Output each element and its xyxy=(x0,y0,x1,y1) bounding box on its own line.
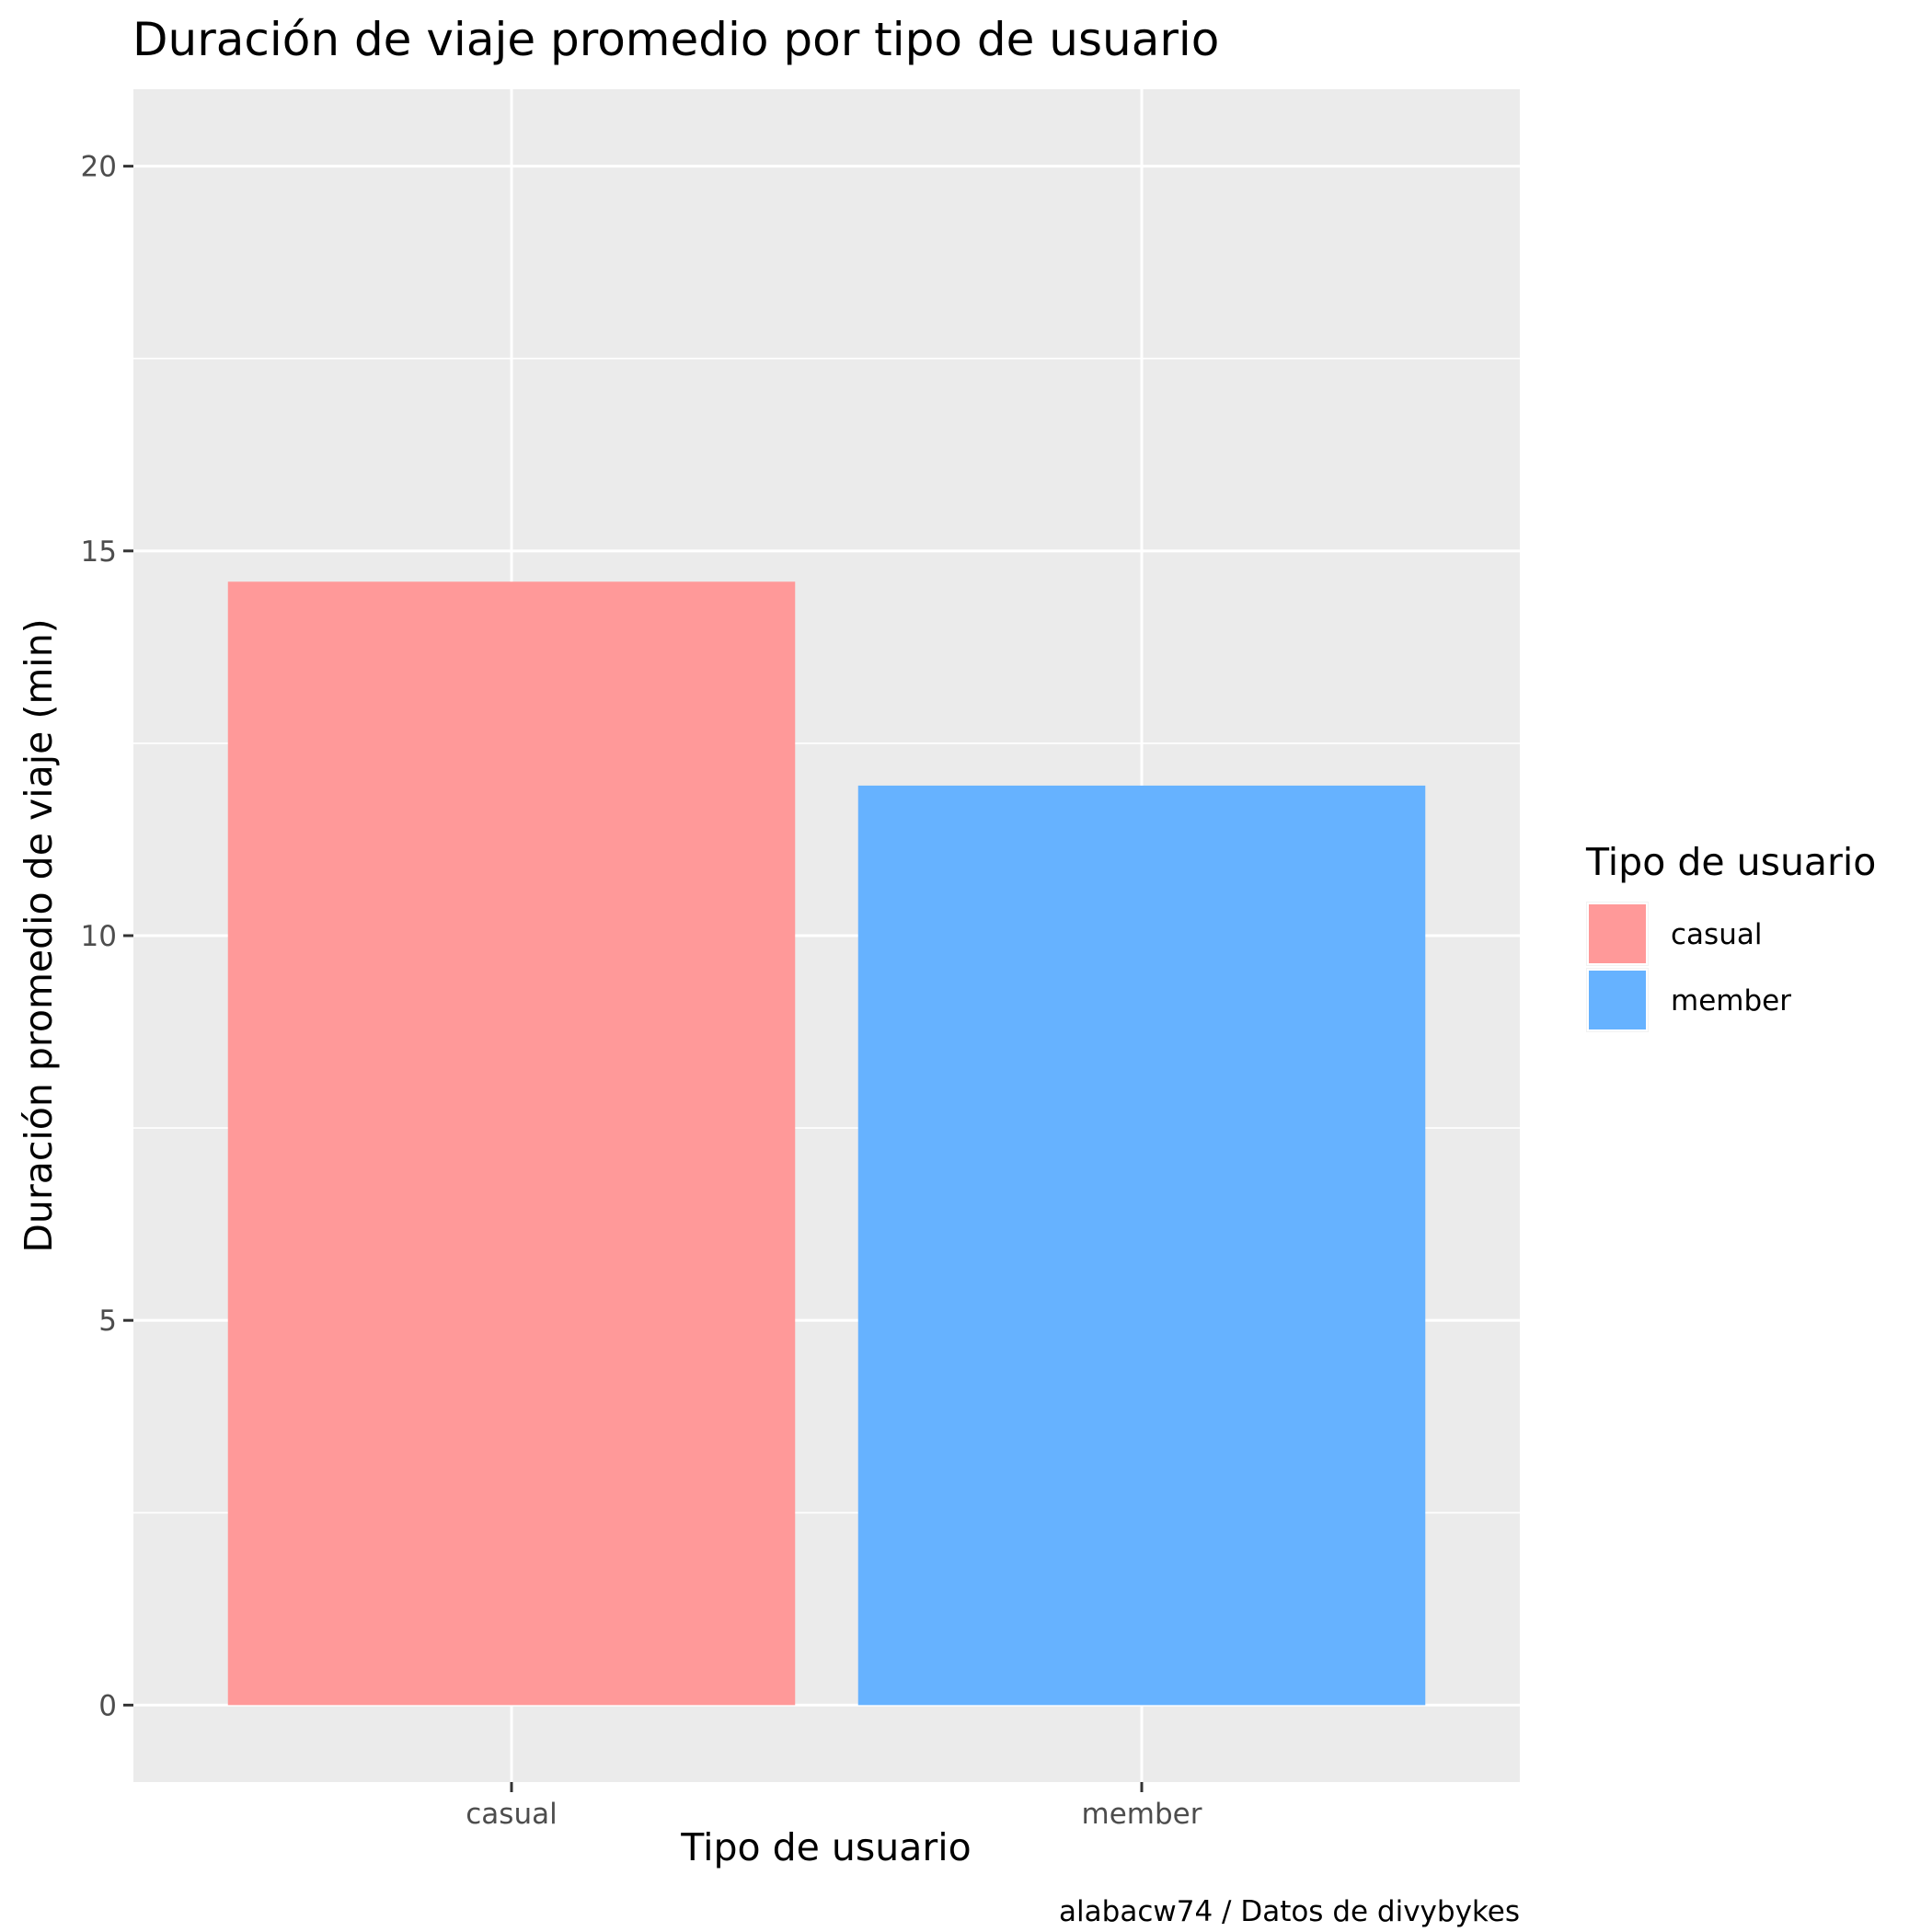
y-tick-label: 5 xyxy=(98,1305,117,1338)
x-axis-ticks: casual member xyxy=(466,1782,1202,1831)
y-axis-title: Duración promedio de viaje (min) xyxy=(17,618,61,1252)
legend: Tipo de usuario casual member xyxy=(1585,840,1876,1032)
y-axis-ticks: 0 5 10 15 20 xyxy=(81,151,133,1722)
chart-title: Duración de viaje promedio por tipo de u… xyxy=(132,13,1219,66)
legend-label-member: member xyxy=(1671,984,1791,1018)
y-tick-label: 0 xyxy=(98,1689,117,1722)
y-tick-label: 10 xyxy=(81,920,117,953)
x-tick-label-casual: casual xyxy=(466,1798,557,1831)
x-tick-label-member: member xyxy=(1082,1798,1202,1831)
x-axis-title: Tipo de usuario xyxy=(680,1825,971,1869)
legend-swatch-member xyxy=(1587,969,1648,1031)
bar-member xyxy=(857,785,1426,1706)
bar-casual xyxy=(227,581,796,1706)
y-tick-label: 15 xyxy=(81,535,117,569)
chart-caption: alabacw74 / Datos de divybykes xyxy=(1059,1895,1520,1928)
legend-label-casual: casual xyxy=(1671,918,1762,951)
bars xyxy=(227,581,1426,1706)
legend-swatch-casual xyxy=(1587,903,1648,965)
y-tick-label: 20 xyxy=(81,151,117,184)
legend-title: Tipo de usuario xyxy=(1585,840,1876,884)
